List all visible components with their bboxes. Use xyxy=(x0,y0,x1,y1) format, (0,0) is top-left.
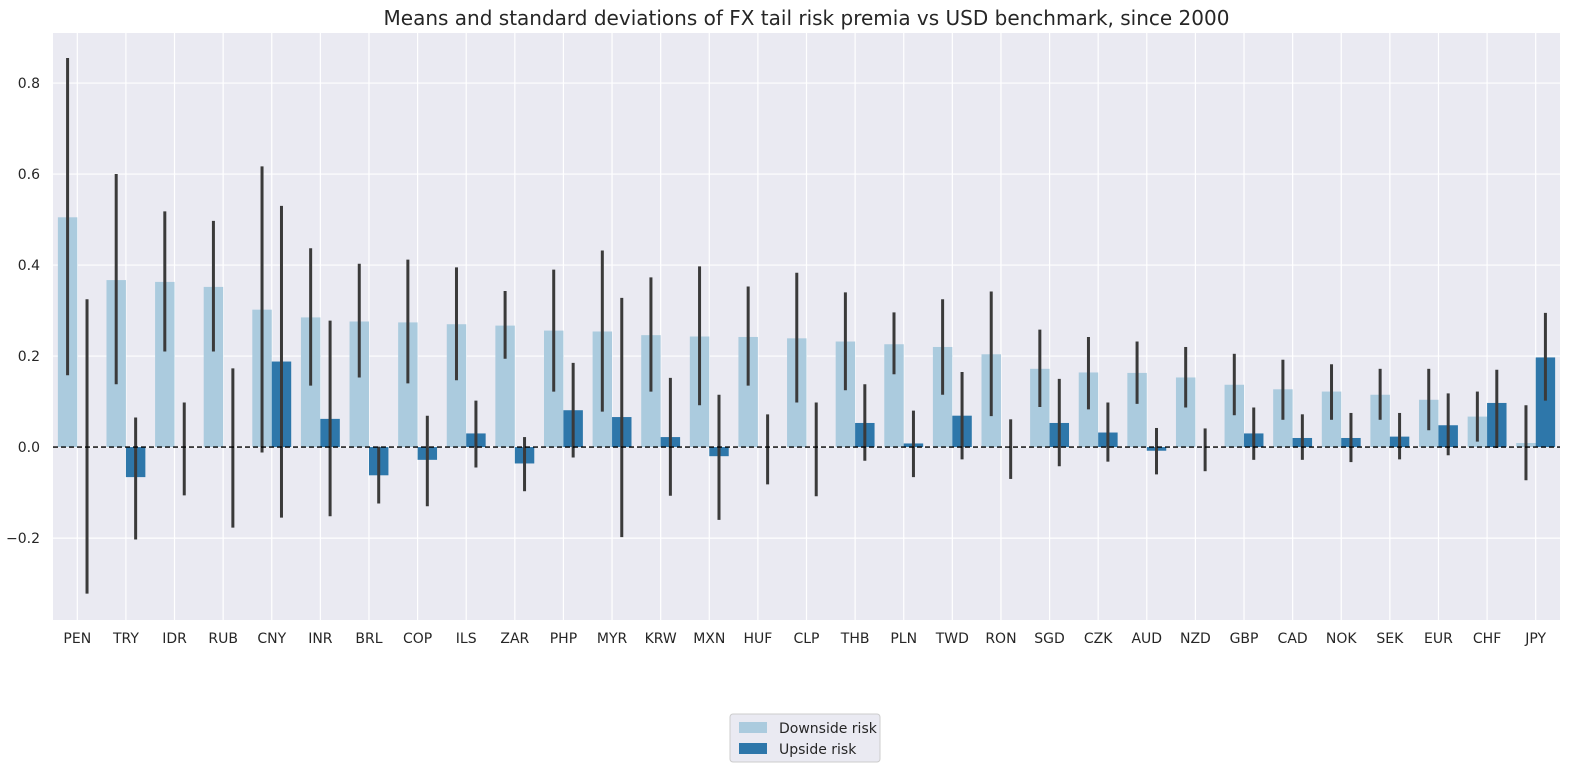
x-tick-label: COP xyxy=(403,631,432,647)
x-tick-label: TWD xyxy=(935,631,969,647)
x-tick-label: NOK xyxy=(1326,631,1357,647)
x-tick-label: NZD xyxy=(1180,631,1211,647)
x-tick-label: SGD xyxy=(1034,631,1065,647)
x-tick-label: EUR xyxy=(1424,631,1453,647)
x-tick-label: HUF xyxy=(743,631,772,647)
x-tick-label: PEN xyxy=(63,631,91,647)
x-tick-label: ILS xyxy=(456,631,477,647)
x-tick-label: BRL xyxy=(355,631,382,647)
legend-label: Downside risk xyxy=(779,721,878,737)
legend-swatch xyxy=(739,743,767,754)
x-tick-label: CHF xyxy=(1473,631,1501,647)
legend-label: Upside risk xyxy=(779,742,857,758)
x-tick-label: RON xyxy=(985,631,1016,647)
x-tick-label: AUD xyxy=(1131,631,1162,647)
x-tick-label: INR xyxy=(308,631,333,647)
legend-swatch xyxy=(739,722,767,733)
x-tick-label: JPY xyxy=(1524,631,1546,647)
chart-title: Means and standard deviations of FX tail… xyxy=(384,6,1230,30)
x-tick-label: KRW xyxy=(645,631,677,647)
x-tick-label: CNY xyxy=(257,631,286,647)
x-tick-label: CLP xyxy=(793,631,819,647)
legend: Downside risk Upside risk xyxy=(730,714,880,762)
x-tick-label: PHP xyxy=(550,631,577,647)
x-tick-label: ZAR xyxy=(500,631,529,647)
x-tick-label: IDR xyxy=(162,631,187,647)
x-tick-label: CAD xyxy=(1278,631,1308,647)
y-tick-label: 0.4 xyxy=(18,258,40,274)
x-tick-label: CZK xyxy=(1084,631,1113,647)
y-tick-label: 0.2 xyxy=(18,349,40,365)
x-axis: PEN TRY IDR RUB CNY INR BRL COP ILS ZAR PHP MYR KRW M… xyxy=(63,631,1546,647)
x-tick-label: MYR xyxy=(597,631,628,647)
x-tick-label: SEK xyxy=(1376,631,1404,647)
x-tick-label: PLN xyxy=(890,631,917,647)
x-tick-label: RUB xyxy=(208,631,238,647)
y-tick-label: 0.6 xyxy=(18,167,40,183)
y-tick-label: −0.2 xyxy=(6,531,40,547)
y-tick-label: 0.8 xyxy=(18,76,40,92)
x-tick-label: GBP xyxy=(1230,631,1259,647)
y-tick-label: 0.0 xyxy=(18,440,40,456)
x-tick-label: MXN xyxy=(693,631,725,647)
x-tick-label: TRY xyxy=(112,631,139,647)
y-axis: −0.2 0.0 0.2 0.4 0.6 0.8 xyxy=(6,76,40,547)
x-tick-label: THB xyxy=(840,631,870,647)
